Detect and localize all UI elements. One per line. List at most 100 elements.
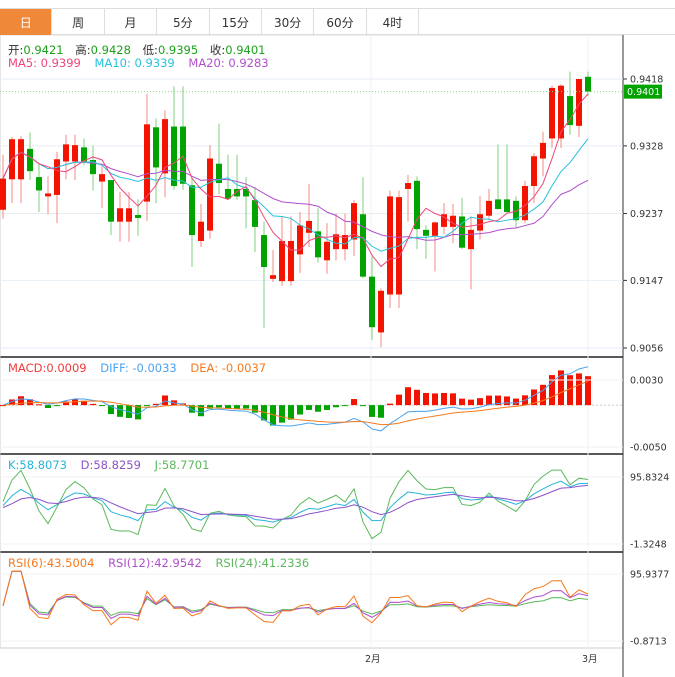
tab-period-2[interactable]: 月 — [105, 9, 158, 35]
time-tick-label: 3月 — [582, 654, 598, 665]
macd-bar — [54, 405, 60, 407]
candle — [477, 196, 483, 240]
candle-body — [585, 76, 591, 92]
rsi-tick-label: -0.8713 — [630, 637, 667, 648]
candle — [531, 153, 537, 204]
tab-period-5[interactable]: 30分 — [262, 9, 315, 35]
macd-bar — [0, 405, 6, 407]
candle-body — [576, 79, 582, 126]
macd-bar — [495, 395, 501, 406]
price-tick-label: 0.9237 — [630, 209, 663, 220]
candle-body — [450, 215, 456, 227]
candle — [198, 203, 204, 247]
macd-bar — [117, 405, 123, 417]
macd-bar — [180, 403, 186, 406]
macd-bar — [522, 395, 528, 406]
candle-body — [198, 221, 204, 241]
macd-bar — [270, 405, 276, 426]
candle-body — [171, 126, 177, 187]
candle-body — [0, 178, 6, 210]
candle-body — [72, 145, 78, 162]
candle — [558, 84, 564, 149]
candle — [396, 190, 402, 308]
candle-body — [558, 85, 564, 139]
candle — [567, 71, 573, 135]
candle — [360, 177, 366, 279]
macd-bar — [306, 405, 312, 410]
macd-bar — [360, 405, 366, 407]
candle-body — [126, 208, 132, 222]
candle-body — [441, 214, 447, 227]
macd-bar — [477, 398, 483, 406]
main-panel-frame — [0, 34, 624, 358]
macd-bar — [198, 405, 204, 417]
candle-body — [405, 183, 411, 189]
macd-bar — [486, 395, 492, 406]
ma10-line — [2, 138, 589, 252]
macd-bar — [252, 405, 258, 413]
candle-body — [144, 124, 150, 202]
candle-body — [324, 241, 330, 261]
tab-period-0[interactable]: 日 — [0, 9, 53, 35]
candle-body — [297, 225, 303, 255]
ohlc-legend: 开:0.9421 高:0.9428 低:0.9395 收:0.9401 — [8, 42, 275, 58]
macd-bar — [315, 405, 321, 412]
macd-bar — [558, 370, 564, 406]
macd-bar — [279, 405, 285, 423]
candle — [99, 166, 105, 209]
price-tick-label: 0.9418 — [630, 75, 663, 86]
macd-bar — [261, 405, 267, 421]
candle-body — [45, 193, 51, 197]
macd-bar — [468, 399, 474, 406]
candle-body — [225, 188, 231, 199]
macd-bar — [36, 404, 42, 406]
ma-legend: MA5: 0.9399 MA10: 0.9339 MA20: 0.9283 — [8, 56, 279, 70]
tab-period-6[interactable]: 60分 — [314, 9, 367, 35]
candle-body — [531, 156, 537, 187]
macd-bar — [333, 405, 339, 408]
candle-body — [27, 148, 33, 172]
candle-body — [468, 229, 474, 250]
candle — [207, 145, 213, 239]
candle — [369, 256, 375, 340]
macd-bar — [45, 405, 51, 409]
diff-line — [2, 366, 589, 432]
candle — [126, 191, 132, 242]
macd-bar — [576, 373, 582, 406]
candle — [279, 216, 285, 286]
candle-body — [18, 139, 24, 180]
candle-body — [162, 119, 168, 174]
close-value: 0.9401 — [225, 43, 266, 57]
macd-bar — [549, 375, 555, 406]
candle-body — [90, 159, 96, 175]
candle-body — [522, 186, 528, 221]
rsi-tick-label: 95.9377 — [630, 570, 669, 581]
dea-value: DEA: -0.0037 — [190, 361, 267, 375]
candle-body — [135, 214, 141, 218]
tab-period-3[interactable]: 5分 — [157, 9, 210, 35]
macd-value: MACD:0.0009 — [8, 361, 87, 375]
candle-body — [279, 240, 285, 282]
macd-bar — [81, 400, 87, 406]
candle-body — [369, 276, 375, 328]
candle — [189, 177, 195, 268]
macd-bar — [18, 396, 24, 406]
candle-body — [9, 139, 15, 180]
candle-body — [288, 240, 294, 282]
macd-bar — [414, 389, 420, 406]
macd-bar — [423, 392, 429, 406]
macd-bar — [540, 384, 546, 406]
candle — [585, 71, 591, 97]
candle-body — [414, 180, 420, 230]
tab-period-4[interactable]: 15分 — [210, 9, 262, 35]
macd-bar — [504, 396, 510, 406]
candle — [486, 188, 492, 221]
tab-period-1[interactable]: 周 — [52, 9, 105, 35]
candle — [450, 203, 456, 244]
tab-period-7[interactable]: 4时 — [367, 9, 420, 35]
kdj-tick-label: -1.3248 — [630, 540, 667, 551]
candle-body — [216, 163, 222, 184]
candle — [549, 85, 555, 149]
macd-bar — [63, 401, 69, 406]
